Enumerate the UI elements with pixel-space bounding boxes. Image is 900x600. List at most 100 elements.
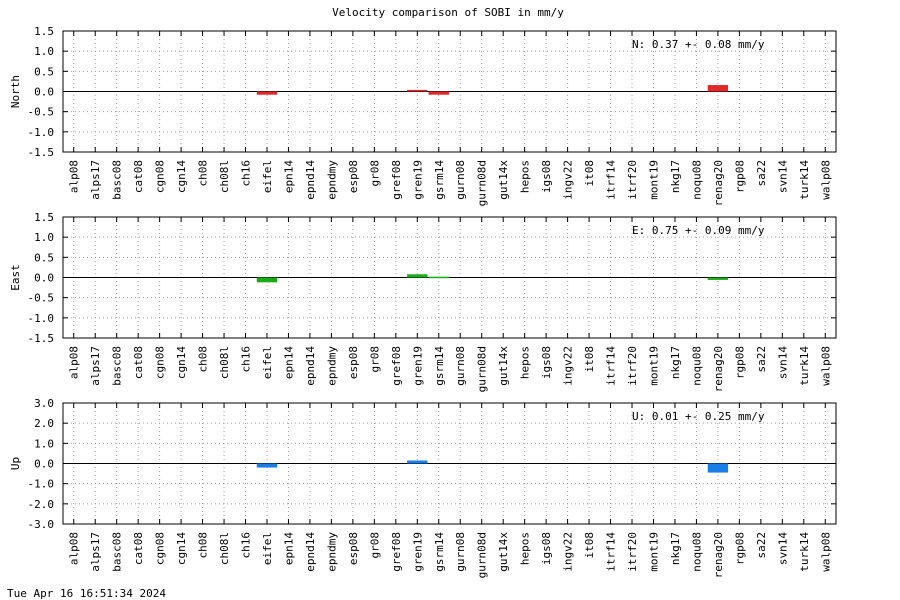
y-tick-label: 3.0 xyxy=(34,397,54,410)
x-tick-label: svn14 xyxy=(776,160,789,193)
panel-up: 3.0 2.0 1.0 0.0 -1.0 -2.0 -3.0 U: 0.01 +- 0.25 … xyxy=(9,397,837,578)
x-tick-label: renag20 xyxy=(712,160,725,206)
x-tick-label: alp08 xyxy=(68,160,81,193)
y-axis-label: Up xyxy=(9,457,22,470)
bar-gsrm14 xyxy=(428,91,449,95)
x-tick-label: gsrm14 xyxy=(433,346,446,386)
x-tick-label: gr08 xyxy=(368,346,381,373)
y-tick-label: -2.0 xyxy=(28,498,55,511)
x-tick-label: gurn08d xyxy=(476,160,489,206)
x-tick-label: itrf14 xyxy=(605,346,618,386)
bar-gren19 xyxy=(407,89,428,92)
x-tick-label: mont19 xyxy=(647,346,660,386)
y-tick-label: -1.5 xyxy=(28,332,55,345)
bar-gren19 xyxy=(407,460,428,464)
x-tick-label: igs08 xyxy=(540,160,553,193)
x-tick-label: alps17 xyxy=(89,160,102,200)
y-tick-label: 2.0 xyxy=(34,417,54,430)
x-tick-label: itrf14 xyxy=(605,160,618,200)
x-tick-label: gr08 xyxy=(368,160,381,187)
x-tick-label: noqu08 xyxy=(690,532,703,572)
x-tick-label: eifel xyxy=(261,532,274,565)
x-tick-label: alps17 xyxy=(89,532,102,572)
x-tick-label: basc08 xyxy=(111,160,124,200)
x-tick-label: cgn08 xyxy=(154,532,167,565)
timestamp-footer: Tue Apr 16 16:51:34 2024 xyxy=(7,587,166,600)
y-tick-label: 1.5 xyxy=(34,211,54,224)
x-tick-label: basc08 xyxy=(111,532,124,572)
x-tick-label: gren19 xyxy=(411,346,424,386)
stat-text: N: 0.37 +- 0.08 mm/y xyxy=(632,38,765,51)
y-axis-label: North xyxy=(9,75,22,108)
x-tick-label: cat08 xyxy=(132,532,145,565)
x-tick-label: ch08 xyxy=(197,346,210,373)
x-tick-label: nkg17 xyxy=(669,532,682,565)
x-tick-label: rgp08 xyxy=(733,160,746,193)
panel-east: 1.5 1.0 0.5 0.0 -0.5 -1.0 -1.5 E: 0.75 +- 0.09 … xyxy=(9,211,837,392)
x-tick-label: turk14 xyxy=(798,346,811,386)
x-tick-label: epnd14 xyxy=(304,346,317,386)
x-tick-label: ch08l xyxy=(218,160,231,193)
x-tick-label: cat08 xyxy=(132,160,145,193)
x-tick-label: gren19 xyxy=(411,160,424,200)
x-tick-label: ch16 xyxy=(240,160,253,187)
x-tick-label: gsrm14 xyxy=(433,532,446,572)
x-tick-label: hepos xyxy=(519,160,532,193)
x-tick-label: gut14x xyxy=(497,346,510,386)
x-tick-label: renag20 xyxy=(712,532,725,578)
x-tick-label: alp08 xyxy=(68,346,81,379)
y-tick-label: 0.5 xyxy=(34,251,54,264)
x-tick-label: ch16 xyxy=(240,346,253,373)
x-tick-label: gref08 xyxy=(390,532,403,572)
x-tick-label: turk14 xyxy=(798,160,811,200)
x-tick-label: esp08 xyxy=(347,160,360,193)
bar-eifel xyxy=(256,91,278,95)
x-tick-label: alp08 xyxy=(68,532,81,565)
x-tick-label: sa22 xyxy=(755,346,768,373)
x-tick-label: turk14 xyxy=(798,532,811,572)
x-tick-label: epnd14 xyxy=(304,532,317,572)
x-tick-label: mont19 xyxy=(647,532,660,572)
x-tick-label: epn14 xyxy=(282,160,295,193)
y-tick-label: 0.5 xyxy=(34,65,54,78)
y-tick-label: 1.0 xyxy=(34,437,54,450)
x-tick-label: igs08 xyxy=(540,532,553,565)
x-tick-label: cgn08 xyxy=(154,346,167,379)
plot-frame xyxy=(62,216,837,339)
bar-gren19 xyxy=(407,274,428,278)
x-tick-label: itrf20 xyxy=(626,160,639,200)
y-tick-label: 1.5 xyxy=(34,25,54,38)
x-tick-label: ch08l xyxy=(218,346,231,379)
y-tick-label: 0.0 xyxy=(34,458,54,471)
bar-renag20 xyxy=(707,85,729,92)
x-tick-label: gref08 xyxy=(390,160,403,200)
y-tick-label: -0.5 xyxy=(28,292,55,305)
x-tick-label: ch08 xyxy=(197,160,210,187)
x-tick-label: cgn14 xyxy=(175,346,188,379)
y-tick-label: -3.0 xyxy=(28,518,55,531)
x-tick-label: itrf20 xyxy=(626,346,639,386)
y-tick-label: -0.5 xyxy=(28,106,55,119)
x-tick-label: it08 xyxy=(583,346,596,373)
x-tick-label: gren19 xyxy=(411,532,424,572)
x-tick-label: gsrm14 xyxy=(433,160,446,200)
x-tick-label: eifel xyxy=(261,160,274,193)
x-tick-label: alps17 xyxy=(89,346,102,386)
x-tick-label: cgn14 xyxy=(175,532,188,565)
bar-eifel xyxy=(256,277,278,283)
x-tick-label: cat08 xyxy=(132,346,145,379)
x-tick-label: epndmy xyxy=(325,532,338,572)
x-tick-label: gurn08d xyxy=(476,346,489,392)
x-tick-label: walp08 xyxy=(819,160,832,200)
x-tick-label: basc08 xyxy=(111,346,124,386)
x-tick-label: epn14 xyxy=(282,346,295,379)
x-tick-label: ch16 xyxy=(240,532,253,559)
x-tick-label: epnd14 xyxy=(304,160,317,200)
x-tick-label: it08 xyxy=(583,532,596,559)
x-tick-label: ingv22 xyxy=(562,346,575,386)
x-tick-label: gurn08 xyxy=(454,160,467,200)
x-tick-label: gurn08 xyxy=(454,532,467,572)
y-tick-label: -1.5 xyxy=(28,146,55,159)
plot-frame xyxy=(62,402,837,525)
x-tick-label: itrf14 xyxy=(605,532,618,572)
